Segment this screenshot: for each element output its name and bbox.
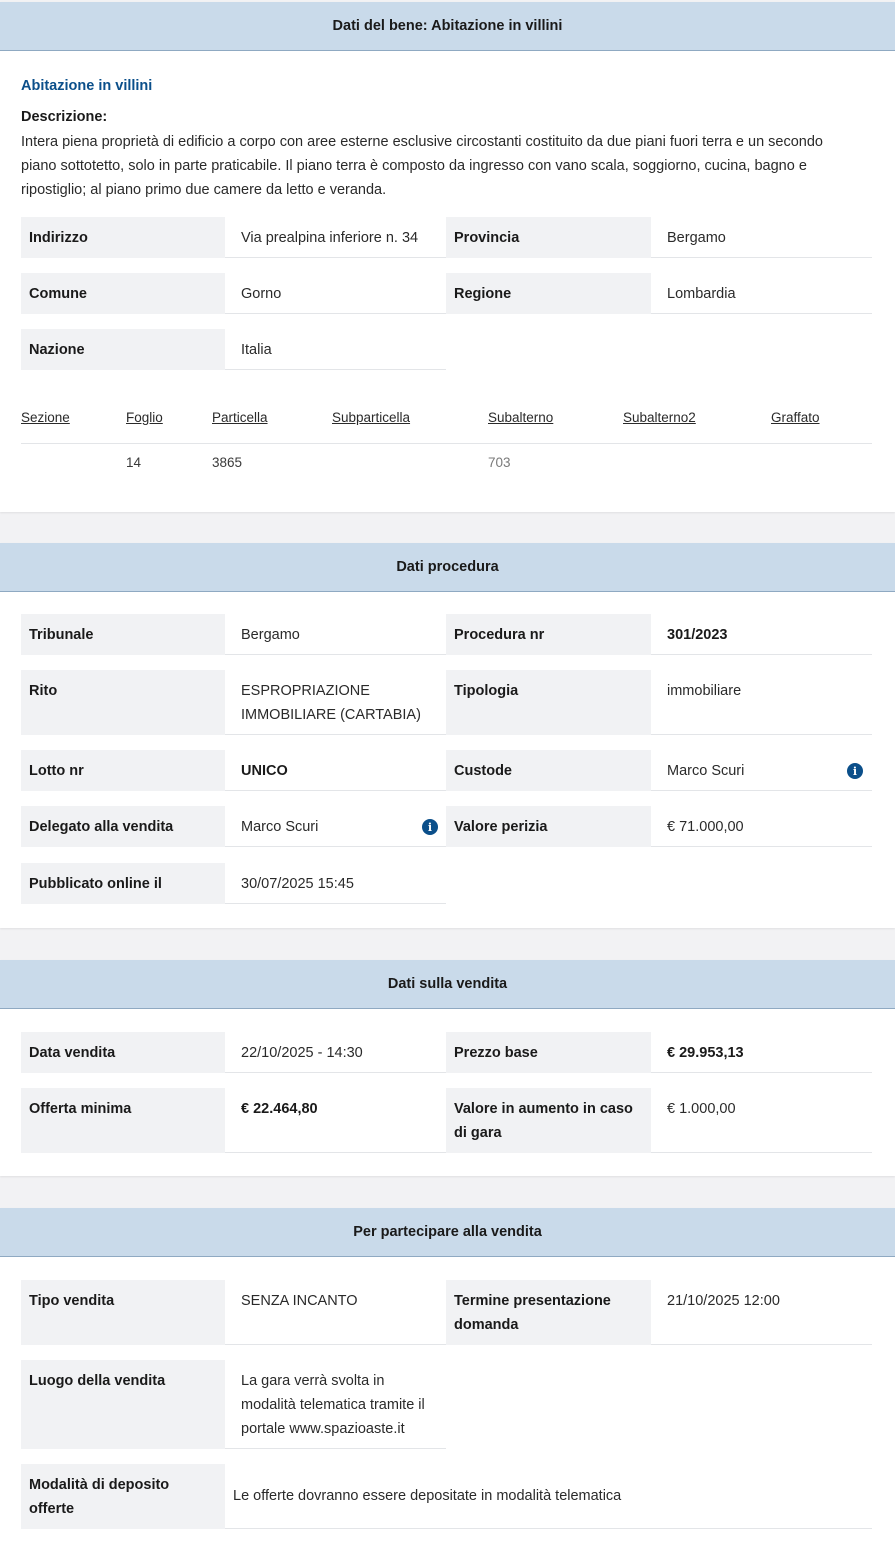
tribunale-value: Bergamo [225, 614, 446, 655]
luogo-label: Luogo della vendita [21, 1360, 225, 1449]
tribunale-label: Tribunale [21, 614, 225, 655]
lotto-label: Lotto nr [21, 750, 225, 791]
td-particella: 3865 [212, 455, 243, 470]
termine-label-line: domanda [454, 1317, 519, 1333]
descrizione-line: piano sottotetto, solo in parte praticab… [21, 158, 807, 174]
section-dati-vendita: Dati sulla vendita Data vendita 22/10/20… [0, 960, 895, 1176]
data-vendita-value: 22/10/2025 - 14:30 [225, 1032, 446, 1073]
th-subparticella[interactable]: Subparticella [332, 410, 411, 425]
procedura-value: 301/2023 [651, 614, 872, 655]
nazione-label: Nazione [21, 329, 225, 370]
comune-label: Comune [21, 273, 225, 314]
th-sezione[interactable]: Sezione [21, 410, 70, 425]
termine-label: Termine presentazione domanda [446, 1280, 651, 1345]
data-vendita-label: Data vendita [21, 1032, 225, 1073]
td-subalterno: 703 [488, 455, 511, 470]
custode-info-icon[interactable]: i [847, 763, 863, 779]
prezzo-base-label: Prezzo base [446, 1032, 651, 1073]
pubblicato-value: 30/07/2025 15:45 [225, 863, 446, 904]
section-header-partecipare: Per partecipare alla vendita [0, 1208, 895, 1257]
tipologia-value: immobiliare [651, 670, 872, 735]
descrizione-label: Descrizione: [21, 109, 108, 125]
section-header-dati-bene: Dati del bene: Abitazione in villini [0, 2, 895, 51]
termine-value: 21/10/2025 12:00 [651, 1280, 872, 1345]
perizia-value: € 71.000,00 [651, 806, 872, 847]
luogo-line: La gara verrà svolta in [241, 1373, 385, 1389]
rito-line: IMMOBILIARE (CARTABIA) [241, 707, 421, 723]
rito-line: ESPROPRIAZIONE [241, 683, 370, 699]
delegato-value: Marco Scuri [225, 806, 446, 847]
descrizione-text: Intera piena proprietà di edificio a cor… [21, 130, 823, 202]
rito-label: Rito [21, 670, 225, 735]
regione-value: Lombardia [651, 273, 872, 314]
procedura-label: Procedura nr [446, 614, 651, 655]
td-foglio: 14 [126, 455, 142, 470]
aumento-label: Valore in aumento in caso di gara [446, 1088, 651, 1153]
bene-title: Abitazione in villini [21, 78, 153, 94]
offerta-minima-label: Offerta minima [21, 1088, 225, 1153]
section-dati-procedura: Dati procedura Tribunale Bergamo Procedu… [0, 543, 895, 928]
table-divider [21, 443, 872, 444]
provincia-label: Provincia [446, 217, 651, 258]
deposito-label: Modalità di deposito offerte [21, 1464, 225, 1529]
provincia-value: Bergamo [651, 217, 872, 258]
tipo-vendita-label: Tipo vendita [21, 1280, 225, 1345]
aumento-label-line: di gara [454, 1125, 502, 1141]
deposito-label-line: Modalità di deposito [29, 1477, 170, 1493]
indirizzo-label: Indirizzo [21, 217, 225, 258]
prezzo-base-value: € 29.953,13 [651, 1032, 872, 1073]
nazione-value: Italia [225, 329, 446, 370]
aumento-value: € 1.000,00 [651, 1088, 872, 1153]
regione-label: Regione [446, 273, 651, 314]
descrizione-line: Intera piena proprietà di edificio a cor… [21, 134, 823, 150]
section-dati-bene: Dati del bene: Abitazione in villini Abi… [0, 2, 895, 512]
luogo-line: portale www.spazioaste.it [241, 1421, 405, 1437]
descrizione-line: ripostiglio; al piano primo due camere d… [21, 182, 387, 198]
delegato-label: Delegato alla vendita [21, 806, 225, 847]
luogo-line: modalità telematica tramite il [241, 1397, 425, 1413]
termine-label-line: Termine presentazione [454, 1293, 611, 1309]
custode-label: Custode [446, 750, 651, 791]
th-subalterno[interactable]: Subalterno [488, 410, 554, 425]
delegato-info-icon[interactable]: i [422, 819, 438, 835]
luogo-value: La gara verrà svolta in modalità telemat… [225, 1360, 446, 1449]
th-foglio[interactable]: Foglio [126, 410, 163, 425]
indirizzo-value: Via prealpina inferiore n. 34 [225, 217, 446, 258]
comune-value: Gorno [225, 273, 446, 314]
tipo-vendita-value: SENZA INCANTO [225, 1280, 446, 1345]
section-header-dati-procedura: Dati procedura [0, 543, 895, 592]
th-particella[interactable]: Particella [212, 410, 268, 425]
perizia-label: Valore perizia [446, 806, 651, 847]
offerta-minima-value: € 22.464,80 [225, 1088, 446, 1153]
section-header-dati-vendita: Dati sulla vendita [0, 960, 895, 1009]
pubblicato-label: Pubblicato online il [21, 863, 225, 904]
aumento-label-line: Valore in aumento in caso [454, 1101, 633, 1117]
section-partecipare: Per partecipare alla vendita Tipo vendit… [0, 1208, 895, 1551]
lotto-value: UNICO [225, 750, 446, 791]
deposito-value: Le offerte dovranno essere depositate in… [225, 1464, 872, 1529]
rito-value: ESPROPRIAZIONE IMMOBILIARE (CARTABIA) [225, 670, 446, 735]
tipologia-label: Tipologia [446, 670, 651, 735]
th-subalterno2[interactable]: Subalterno2 [623, 410, 696, 425]
th-graffato[interactable]: Graffato [771, 410, 820, 425]
custode-value: Marco Scuri [651, 750, 872, 791]
deposito-label-line: offerte [29, 1501, 75, 1517]
